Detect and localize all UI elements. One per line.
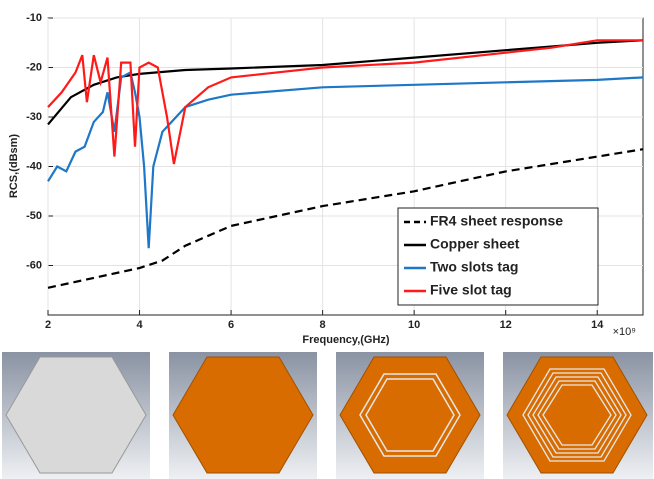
y-tick-label: -40 xyxy=(26,160,42,172)
slots xyxy=(359,373,461,457)
x-tick-label: 8 xyxy=(320,319,326,331)
x-axis-label: Frequency,(GHz) xyxy=(302,334,390,346)
series-line xyxy=(47,70,644,249)
slots xyxy=(522,368,632,462)
x-tick-label: 12 xyxy=(500,319,512,331)
plot: -10 -20 -30 -40 -50 -60 2 4 6 8 10 12 14 FR4 sheet re… xyxy=(26,12,644,331)
hexagon-two-slots xyxy=(339,356,481,474)
hexagon-five-slots xyxy=(506,356,648,474)
substrate-images xyxy=(2,352,653,479)
legend-label: FR4 sheet response xyxy=(430,213,563,229)
series-line xyxy=(47,148,644,289)
y-axis-label: RCS,(dBsm) xyxy=(8,134,20,199)
x-tick-label: 2 xyxy=(45,319,51,331)
y-tick-label: -60 xyxy=(26,259,42,271)
x-tick-label: 14 xyxy=(591,319,604,331)
hexagon-copper xyxy=(172,356,314,474)
legend-label: Copper sheet xyxy=(430,236,520,252)
legend-box xyxy=(397,207,599,306)
x-tick-label: 10 xyxy=(408,319,420,331)
y-tick-label: -20 xyxy=(26,61,42,73)
x-tick-label: 6 xyxy=(228,319,234,331)
y-tick-label: -30 xyxy=(26,111,42,123)
x-tick-label: 4 xyxy=(136,319,143,331)
hexagon-fr4 xyxy=(5,356,147,474)
y-tick-label: -10 xyxy=(26,12,42,24)
series-line xyxy=(47,39,643,165)
legend-label: Five slot tag xyxy=(430,282,512,298)
y-tick-label: -50 xyxy=(26,210,42,222)
x-exponent: ×10⁹ xyxy=(613,326,636,338)
legend-label: Two slots tag xyxy=(430,259,518,275)
